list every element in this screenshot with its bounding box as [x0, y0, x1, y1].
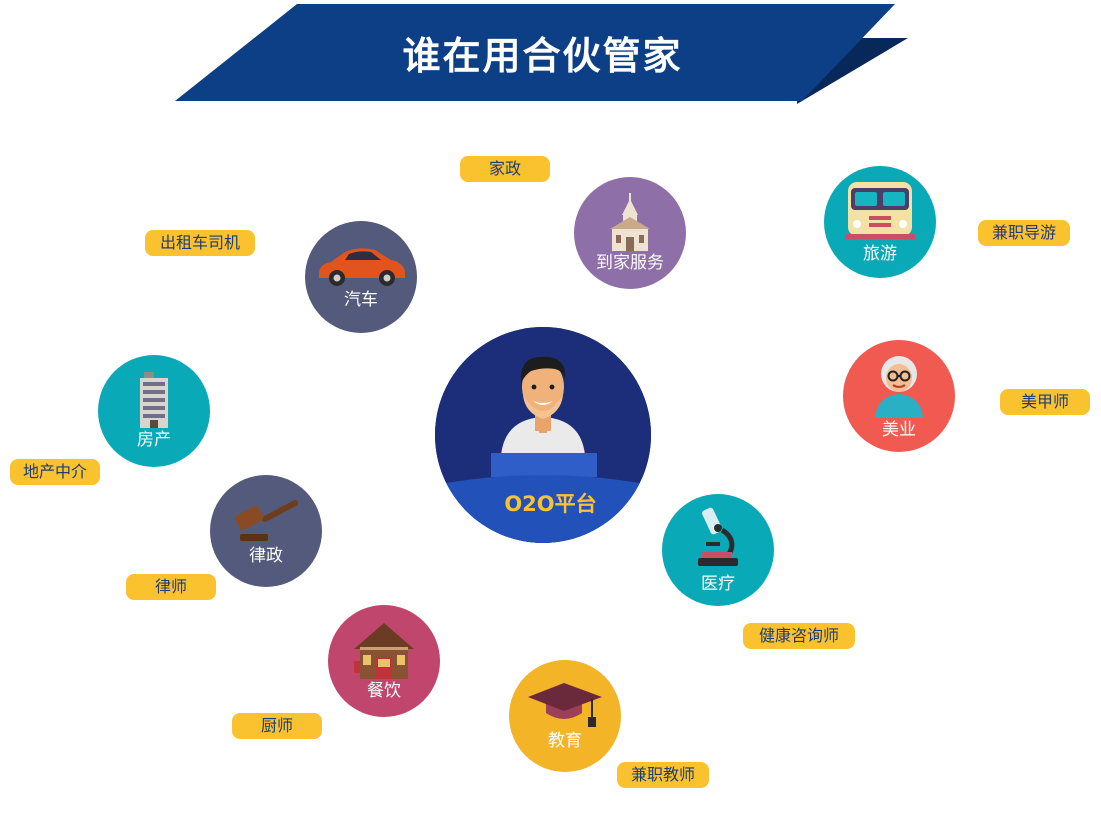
- node-home-service: 到家服务: [574, 177, 686, 289]
- church-icon: [610, 193, 650, 251]
- center-node: [435, 327, 651, 543]
- node-beauty: 美业: [843, 340, 955, 452]
- category-label: 美业: [882, 420, 916, 440]
- house-icon: [354, 623, 414, 679]
- role-tag: 地产中介: [10, 459, 100, 485]
- role-tag: 家政: [460, 156, 550, 182]
- car-icon: [319, 248, 405, 286]
- node-legal: 律政: [210, 475, 322, 587]
- role-tag: 出租车司机: [145, 230, 255, 256]
- role-tag: 美甲师: [1000, 389, 1090, 415]
- node-catering: 餐饮: [328, 605, 440, 717]
- banner-shape: [175, 4, 908, 104]
- role-tag: 兼职教师: [617, 762, 709, 788]
- category-label: 旅游: [863, 244, 897, 264]
- role-tag: 厨师: [232, 713, 322, 739]
- gavel-icon: [234, 500, 299, 541]
- node-car: 汽车: [305, 221, 417, 333]
- category-label: 到家服务: [596, 253, 664, 273]
- role-tag: 兼职导游: [978, 220, 1070, 246]
- node-travel: 旅游: [824, 166, 936, 278]
- role-tag: 律师: [126, 574, 216, 600]
- category-label: 医疗: [701, 574, 735, 594]
- node-medical: 医疗: [662, 494, 774, 606]
- graduation-cap-icon: [528, 683, 602, 727]
- bus-icon: [845, 182, 915, 239]
- microscope-icon: [698, 507, 738, 566]
- category-label: 教育: [548, 731, 582, 751]
- center-label: O2O平台: [504, 492, 597, 516]
- category-label: 餐饮: [367, 681, 401, 701]
- category-label: 房产: [137, 430, 171, 450]
- building-icon: [140, 372, 168, 428]
- woman-with-glasses-icon: [875, 356, 923, 418]
- category-label: 律政: [249, 546, 283, 566]
- presenter-icon: [435, 327, 651, 543]
- page-title: 谁在用合伙管家: [402, 33, 683, 78]
- role-tag: 健康咨询师: [743, 623, 855, 649]
- category-label: 汽车: [344, 290, 378, 310]
- node-real-estate: 房产: [98, 355, 210, 467]
- node-education: 教育: [509, 660, 621, 772]
- title-banner: 谁在用合伙管家: [175, 4, 910, 104]
